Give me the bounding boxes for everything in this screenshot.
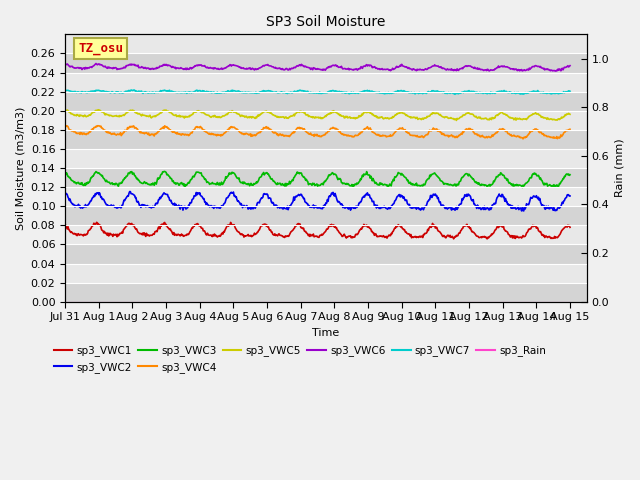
- Bar: [65, 53, 587, 72]
- Bar: [65, 244, 587, 264]
- Bar: [65, 168, 587, 187]
- Bar: [65, 130, 587, 149]
- Title: SP3 Soil Moisture: SP3 Soil Moisture: [266, 15, 386, 29]
- X-axis label: Time: Time: [312, 328, 340, 338]
- Bar: [65, 92, 587, 111]
- Bar: [65, 206, 587, 225]
- Text: TZ_osu: TZ_osu: [78, 42, 123, 55]
- Legend: sp3_VWC1, sp3_VWC2, sp3_VWC3, sp3_VWC4, sp3_VWC5, sp3_VWC6, sp3_VWC7, sp3_Rain: sp3_VWC1, sp3_VWC2, sp3_VWC3, sp3_VWC4, …: [49, 341, 550, 377]
- Y-axis label: Soil Moisture (m3/m3): Soil Moisture (m3/m3): [15, 107, 25, 230]
- Y-axis label: Rain (mm): Rain (mm): [615, 139, 625, 197]
- Bar: [65, 283, 587, 302]
